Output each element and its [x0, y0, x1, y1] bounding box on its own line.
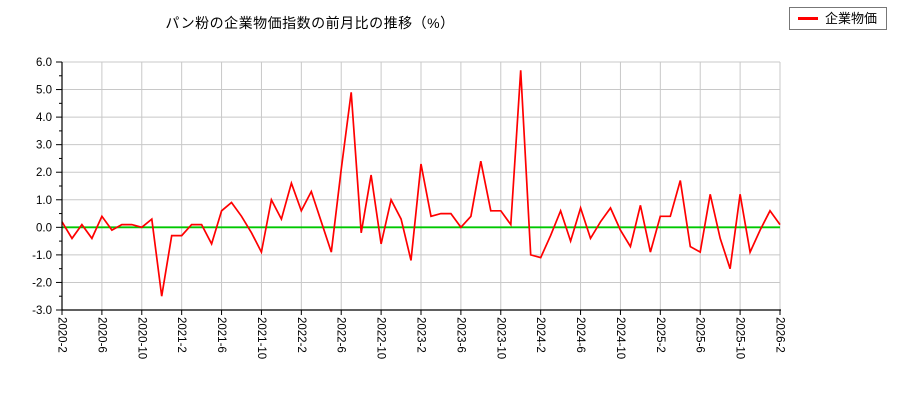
series-group	[61, 70, 781, 297]
chart-title: パン粉の企業物価指数の前月比の推移（%）	[165, 15, 455, 31]
x-tick-label: 2025-2	[654, 317, 666, 353]
x-tick-label: 2020-6	[95, 317, 107, 353]
x-tick-label: 2022-6	[335, 317, 347, 353]
x-tick-label: 2022-10	[375, 317, 387, 359]
y-tick-label: -3.0	[32, 305, 52, 317]
y-tick-label: 2.0	[36, 167, 52, 179]
x-tick-label: 2021-2	[175, 317, 187, 353]
x-tick-label: 2024-10	[614, 317, 626, 359]
y-tick-label: 1.0	[36, 195, 52, 207]
y-tick-label: 4.0	[36, 112, 52, 124]
y-tick-label: 0.0	[36, 222, 52, 234]
x-tick-label: 2025-10	[734, 317, 746, 359]
x-tick-label: 2021-10	[255, 317, 267, 359]
x-tick-label: 2024-2	[534, 317, 546, 353]
x-tick-label: 2020-10	[135, 317, 147, 359]
gridlines	[62, 61, 781, 310]
y-tick-label: -1.0	[32, 250, 52, 262]
x-tick-label: 2024-6	[574, 317, 586, 353]
y-tick-label: 6.0	[36, 57, 52, 69]
x-tick-label: 2023-10	[494, 317, 506, 359]
legend-line-swatch	[797, 17, 818, 20]
axis-labels: 6.0 5.0 4.0 3.0 2.0 1.0 0.0 -1.0 -2.0 -3.0 2020-2 2…	[32, 57, 785, 359]
x-tick-label: 2025-6	[694, 317, 706, 353]
axis-ticks	[56, 61, 781, 315]
x-tick-label: 2021-6	[215, 317, 227, 353]
legend: 企業物価	[788, 7, 887, 30]
y-tick-label: -2.0	[32, 277, 52, 289]
x-tick-label: 2026-2	[774, 317, 786, 353]
x-tick-label: 2023-6	[454, 317, 466, 353]
y-tick-label: 5.0	[36, 85, 52, 97]
legend-label: 企業物価	[824, 11, 877, 26]
price-series-line	[61, 70, 781, 297]
y-tick-label: 3.0	[36, 140, 52, 152]
x-tick-label: 2023-2	[415, 317, 427, 353]
x-tick-label: 2022-2	[295, 317, 307, 353]
x-tick-label: 2020-2	[56, 317, 68, 353]
